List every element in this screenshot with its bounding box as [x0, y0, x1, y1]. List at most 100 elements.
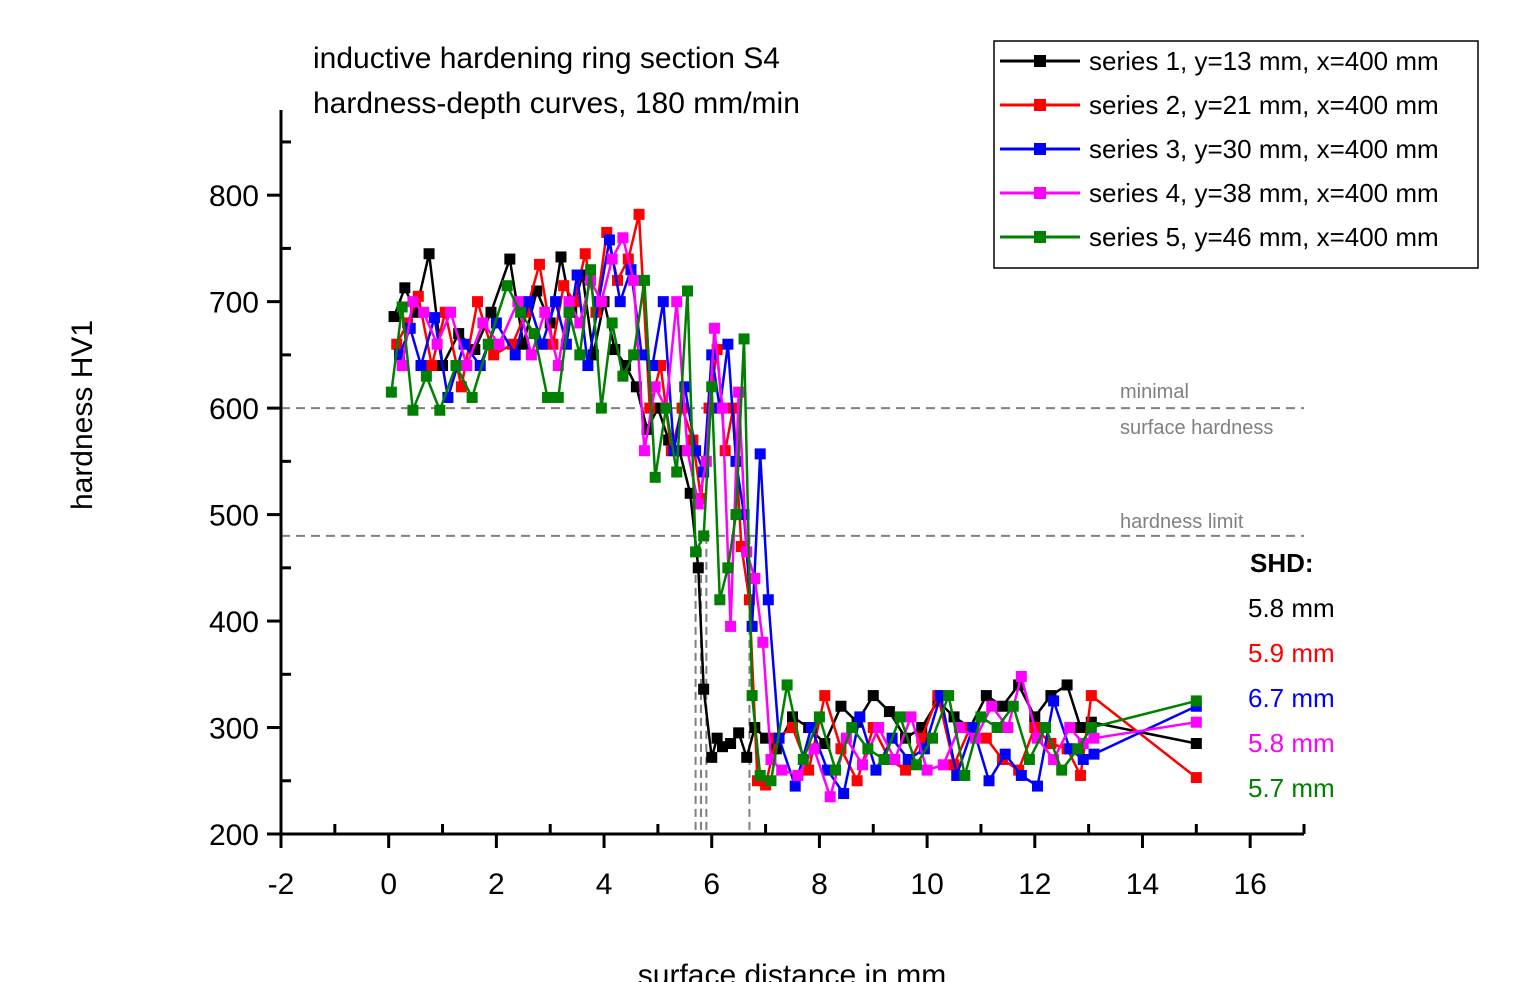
data-point — [671, 296, 683, 308]
data-point — [485, 306, 497, 318]
data-point — [426, 360, 438, 372]
data-point — [393, 349, 405, 361]
data-point — [787, 722, 798, 734]
data-point — [789, 780, 801, 792]
data-point — [856, 759, 868, 771]
data-point — [733, 386, 745, 398]
data-point — [733, 727, 745, 739]
data-point — [983, 775, 995, 787]
data-point — [563, 306, 575, 318]
data-point — [1015, 670, 1027, 682]
data-point — [1077, 753, 1089, 765]
data-point — [706, 381, 718, 393]
data-point — [563, 296, 575, 308]
data-point — [1064, 722, 1076, 734]
data-point — [1088, 748, 1100, 760]
data-point — [730, 509, 742, 521]
data-point — [921, 764, 933, 776]
data-point — [550, 296, 562, 308]
data-point — [531, 285, 543, 297]
shd-heading: SHD: — [1250, 548, 1314, 578]
data-point — [918, 743, 930, 755]
data-point — [606, 253, 618, 265]
data-point — [803, 764, 815, 776]
legend-marker — [1034, 143, 1046, 155]
data-point — [937, 759, 949, 771]
data-point — [700, 455, 712, 467]
data-point — [916, 732, 928, 744]
legend-marker — [1034, 187, 1046, 199]
x-tick-label: 0 — [380, 868, 397, 901]
data-point — [428, 312, 440, 324]
data-point — [838, 788, 850, 800]
data-point — [835, 700, 847, 712]
data-point — [900, 732, 912, 744]
data-point — [819, 690, 831, 702]
data-point — [878, 753, 890, 765]
shd-annotation: SHD: 5.8 mm 5.9 mm 6.7 mm 5.8 mm 5.7 mm — [1248, 548, 1335, 803]
data-point — [980, 690, 992, 702]
data-point — [902, 753, 914, 765]
y-tick-label: 300 — [209, 713, 259, 746]
legend-label: series 4, y=38 mm, x=400 mm — [1089, 178, 1439, 208]
data-point — [1075, 722, 1087, 734]
data-point — [951, 769, 963, 781]
data-point — [396, 301, 408, 313]
data-point — [469, 344, 481, 356]
data-point — [644, 402, 656, 414]
x-tick-label: 6 — [703, 868, 720, 901]
data-point — [647, 360, 659, 372]
data-point — [501, 280, 513, 292]
y-tick-label: 700 — [209, 287, 259, 320]
data-point — [628, 274, 640, 286]
data-point — [819, 738, 831, 749]
y-tick-label: 400 — [209, 606, 259, 639]
data-point — [725, 620, 737, 632]
data-point — [894, 711, 906, 723]
data-point — [388, 311, 400, 323]
x-tick-label: 14 — [1126, 868, 1159, 901]
data-point — [1072, 743, 1084, 755]
data-point — [663, 434, 675, 446]
data-point — [671, 466, 683, 478]
data-point — [883, 706, 895, 718]
legend-box — [993, 40, 1479, 269]
data-point — [975, 711, 987, 723]
data-point — [851, 775, 863, 787]
data-point — [453, 328, 465, 340]
data-point — [466, 391, 478, 403]
y-tick-label: 800 — [209, 180, 259, 213]
data-point — [431, 338, 443, 350]
legend-marker — [1034, 231, 1046, 243]
data-point — [404, 322, 416, 334]
data-point — [655, 360, 667, 372]
y-tick-label: 600 — [209, 393, 259, 426]
legend-label: series 2, y=21 mm, x=400 mm — [1089, 90, 1439, 120]
data-point — [1088, 732, 1100, 744]
data-point — [1031, 732, 1043, 744]
data-point — [862, 743, 874, 755]
data-point — [528, 328, 540, 340]
data-point — [603, 234, 615, 246]
data-point — [493, 338, 505, 350]
legend-label: series 3, y=30 mm, x=400 mm — [1089, 134, 1439, 164]
x-tick-label: -2 — [268, 868, 295, 901]
data-point — [986, 700, 998, 712]
y-tick-label: 200 — [209, 819, 259, 852]
data-point — [574, 349, 586, 361]
data-point — [606, 317, 618, 329]
data-point — [1075, 769, 1087, 781]
data-point — [633, 208, 645, 220]
data-point — [410, 306, 422, 318]
shd-value: 6.7 mm — [1248, 683, 1335, 713]
data-point — [595, 402, 607, 414]
data-point — [754, 448, 766, 460]
data-point — [910, 759, 922, 771]
data-point — [574, 317, 586, 329]
data-point — [797, 753, 809, 765]
data-point — [461, 360, 473, 372]
data-point — [682, 285, 694, 297]
data-point — [830, 764, 842, 776]
data-point — [630, 381, 642, 393]
data-point — [679, 381, 691, 393]
